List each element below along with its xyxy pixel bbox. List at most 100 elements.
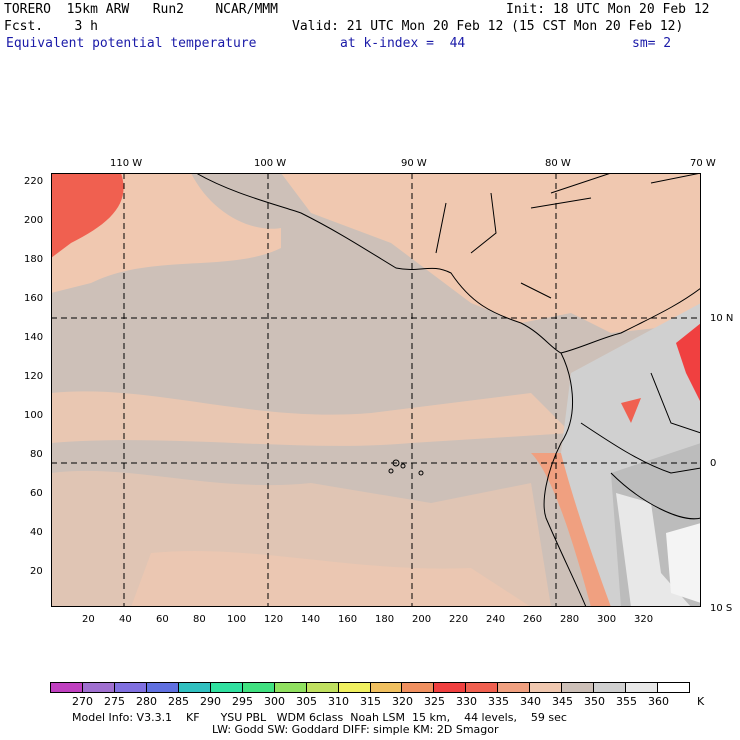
colorbar-swatch xyxy=(210,683,243,692)
x-tick: 120 xyxy=(264,614,284,625)
lat-lon-grid xyxy=(51,173,701,607)
x-tick: 20 xyxy=(82,614,95,625)
colorbar-label: 295 xyxy=(232,695,253,708)
coastline xyxy=(543,352,587,607)
y-tick: 60 xyxy=(30,488,43,499)
colorbar-label: 285 xyxy=(168,695,189,708)
y-tick: 220 xyxy=(24,176,44,187)
coastline xyxy=(435,192,552,299)
lon-label-110w: 110 W xyxy=(110,158,143,169)
x-tick: 40 xyxy=(119,614,132,625)
y-tick: 40 xyxy=(30,527,43,538)
hot-region xyxy=(676,323,701,403)
lon-label-80w: 80 W xyxy=(545,158,571,169)
colorbar-label: 340 xyxy=(520,695,541,708)
lat-label-10n: 10 N xyxy=(710,313,734,324)
forecast-hour: Fcst. 3 h xyxy=(4,19,98,34)
colorbar-swatch xyxy=(498,683,531,692)
colorbar-label: 280 xyxy=(136,695,157,708)
lat-label-0: 0 xyxy=(710,458,717,469)
hot-region xyxy=(621,398,641,423)
colorbar-swatch xyxy=(594,683,627,692)
lat-label-10s: 10 S xyxy=(710,603,733,614)
colorbar-swatch xyxy=(274,683,307,692)
colorbar-swatch xyxy=(146,683,179,692)
colorbar-label: 310 xyxy=(328,695,349,708)
colorbar-swatch xyxy=(178,683,211,692)
init-time: Init: 18 UTC Mon 20 Feb 12 xyxy=(506,2,710,17)
warm-band xyxy=(51,391,571,446)
colorbar-swatch xyxy=(306,683,339,692)
colorbar-label: 355 xyxy=(616,695,637,708)
colorbar-unit: K xyxy=(697,695,705,708)
coastline xyxy=(195,173,701,354)
colorbar-swatch xyxy=(114,683,147,692)
colorbar-label: 270 xyxy=(72,695,93,708)
x-tick: 60 xyxy=(156,614,169,625)
colorbar-label: 330 xyxy=(456,695,477,708)
colorbar-label: 350 xyxy=(584,695,605,708)
field-name: Equivalent potential temperature xyxy=(6,36,257,51)
colorbar-swatch xyxy=(466,683,499,692)
colorbar-swatch xyxy=(242,683,275,692)
colorbar-label: 345 xyxy=(552,695,573,708)
colorbar-label: 300 xyxy=(264,695,285,708)
y-tick: 20 xyxy=(30,566,43,577)
land-coldest xyxy=(616,493,691,607)
y-tick: 80 xyxy=(30,449,43,460)
valid-time: Valid: 21 UTC Mon 20 Feb 12 (15 CST Mon … xyxy=(292,19,684,34)
colorbar-label: 275 xyxy=(104,695,125,708)
x-tick: 320 xyxy=(634,614,654,625)
y-tick: 100 xyxy=(24,410,44,421)
x-tick: 140 xyxy=(301,614,321,625)
colorbar-label: 305 xyxy=(296,695,317,708)
colorbar-swatch xyxy=(530,683,563,692)
y-tick: 140 xyxy=(24,332,44,343)
footer-model-info: Model Info: V3.3.1 KF YSU PBL WDM 6class… xyxy=(72,711,567,724)
x-tick: 100 xyxy=(227,614,247,625)
x-tick: 280 xyxy=(560,614,580,625)
country-border xyxy=(580,372,701,520)
smoothing: sm= 2 xyxy=(632,36,672,51)
x-tick: 260 xyxy=(523,614,543,625)
y-tick: 120 xyxy=(24,371,44,382)
colorbar-swatch xyxy=(402,683,435,692)
x-tick: 180 xyxy=(375,614,395,625)
footer-physics: LW: Godd SW: Goddard DIFF: simple KM: 2D… xyxy=(212,723,499,736)
x-tick: 160 xyxy=(338,614,358,625)
land-coldest xyxy=(666,523,701,603)
warm-band xyxy=(131,550,531,607)
lon-label-100w: 100 W xyxy=(254,158,287,169)
x-tick: 200 xyxy=(412,614,432,625)
warm-region xyxy=(281,173,701,333)
x-tick: 80 xyxy=(193,614,206,625)
colorbar-label: 320 xyxy=(392,695,413,708)
x-tick: 240 xyxy=(486,614,506,625)
model-title: TORERO 15km ARW Run2 NCAR/MMM xyxy=(4,2,278,17)
galapagos-islands xyxy=(388,459,424,476)
map-field xyxy=(51,173,701,607)
colorbar-swatch xyxy=(658,683,690,692)
lon-label-90w: 90 W xyxy=(401,158,427,169)
colorbar-label: 290 xyxy=(200,695,221,708)
colorbar-swatch xyxy=(626,683,659,692)
level-index: at k-index = 44 xyxy=(340,36,466,51)
y-tick: 200 xyxy=(24,215,44,226)
colorbar-label: 325 xyxy=(424,695,445,708)
colorbar-label: 360 xyxy=(648,695,669,708)
colorbar-swatch xyxy=(434,683,467,692)
colorbar-label: 315 xyxy=(360,695,381,708)
coastline xyxy=(530,173,701,209)
colorbar xyxy=(50,682,690,693)
lon-label-70w: 70 W xyxy=(690,158,716,169)
colorbar-swatch xyxy=(370,683,403,692)
colorbar-swatch xyxy=(562,683,595,692)
colorbar-swatch xyxy=(51,683,83,692)
hot-region xyxy=(51,173,124,258)
x-tick: 220 xyxy=(449,614,469,625)
colorbar-label: 335 xyxy=(488,695,509,708)
y-tick: 160 xyxy=(24,293,44,304)
colorbar-swatch xyxy=(338,683,371,692)
colorbar-swatch xyxy=(82,683,115,692)
y-tick: 180 xyxy=(24,254,44,265)
